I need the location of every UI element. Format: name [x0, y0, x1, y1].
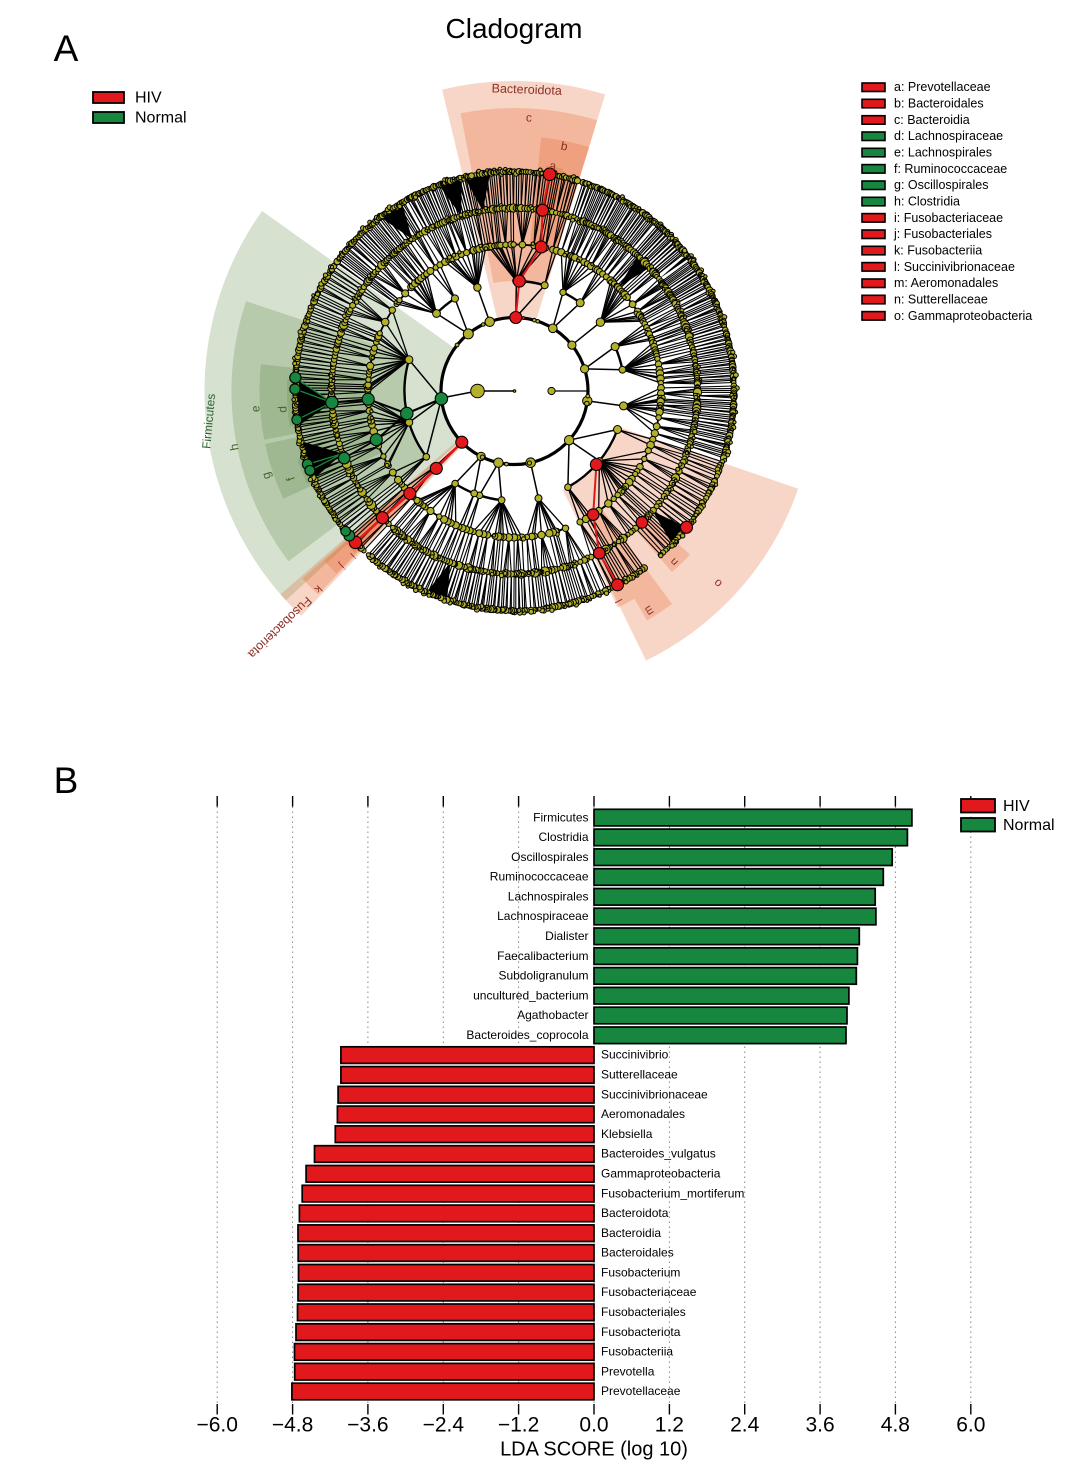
svg-text:j: Fusobacteriales: j: Fusobacteriales: [893, 227, 992, 241]
svg-text:Oscillospirales: Oscillospirales: [511, 850, 588, 864]
svg-text:2.4: 2.4: [730, 1414, 760, 1437]
svg-text:Clostridia: Clostridia: [538, 830, 588, 844]
svg-text:j: j: [337, 560, 348, 571]
svg-text:l: Succinivibrionaceae: l: Succinivibrionaceae: [894, 260, 1015, 274]
svg-text:Aeromonadales: Aeromonadales: [601, 1107, 685, 1121]
svg-text:LDA SCORE (log 10): LDA SCORE (log 10): [500, 1439, 688, 1461]
svg-text:Fusobacterium: Fusobacterium: [601, 1265, 680, 1279]
svg-text:Succinivibrio: Succinivibrio: [601, 1048, 669, 1062]
svg-text:c: Bacteroidia: c: Bacteroidia: [894, 113, 970, 127]
svg-text:−3.6: −3.6: [347, 1414, 388, 1437]
svg-text:a: a: [548, 158, 557, 173]
svg-text:uncultured_bacterium: uncultured_bacterium: [473, 988, 588, 1002]
svg-text:Faecalibacterium: Faecalibacterium: [497, 949, 588, 963]
svg-text:3.6: 3.6: [805, 1414, 834, 1437]
svg-text:f: f: [283, 474, 298, 483]
svg-text:Sutterellaceae: Sutterellaceae: [601, 1068, 678, 1082]
svg-text:Bacteroidales: Bacteroidales: [601, 1246, 674, 1260]
svg-text:B: B: [54, 760, 79, 801]
svg-text:d: d: [275, 406, 289, 413]
svg-text:Fusobacteriaceae: Fusobacteriaceae: [601, 1285, 697, 1299]
svg-text:0.0: 0.0: [579, 1414, 608, 1437]
svg-text:−4.8: −4.8: [272, 1414, 313, 1437]
svg-text:f: Ruminococcaceae: f: Ruminococcaceae: [894, 162, 1007, 176]
svg-text:A: A: [54, 28, 79, 69]
svg-text:4.8: 4.8: [881, 1414, 910, 1437]
svg-text:e: e: [248, 405, 262, 413]
svg-text:Ruminococcaceae: Ruminococcaceae: [490, 870, 589, 884]
svg-text:Cladogram: Cladogram: [446, 13, 583, 44]
svg-text:Fusobacterium_mortiferum: Fusobacterium_mortiferum: [601, 1186, 744, 1200]
svg-text:g: Oscillospirales: g: Oscillospirales: [894, 178, 988, 192]
svg-text:Klebsiella: Klebsiella: [601, 1127, 653, 1141]
svg-text:d: Lachnospiraceae: d: Lachnospiraceae: [894, 129, 1003, 143]
svg-text:e: Lachnospirales: e: Lachnospirales: [894, 146, 992, 160]
svg-text:i: Fusobacteriaceae: i: Fusobacteriaceae: [894, 211, 1003, 225]
svg-text:Agathobacter: Agathobacter: [517, 1008, 588, 1022]
svg-text:Fusobacteriales: Fusobacteriales: [601, 1305, 686, 1319]
svg-text:Fusobacteriia: Fusobacteriia: [601, 1345, 673, 1359]
svg-text:h: Clostridia: h: Clostridia: [894, 195, 960, 209]
svg-text:Fusobacteriota: Fusobacteriota: [601, 1325, 681, 1339]
svg-text:Prevotellaceae: Prevotellaceae: [601, 1384, 681, 1398]
svg-text:Bacteroidia: Bacteroidia: [601, 1226, 661, 1240]
svg-text:Succinivibrionaceae: Succinivibrionaceae: [601, 1087, 708, 1101]
svg-text:Bacteroidota: Bacteroidota: [491, 81, 562, 97]
svg-text:Firmicutes: Firmicutes: [199, 393, 218, 449]
svg-text:h: h: [227, 443, 242, 452]
svg-text:Normal: Normal: [1003, 817, 1055, 834]
svg-text:i: i: [348, 550, 358, 560]
svg-text:Lachnospiraceae: Lachnospiraceae: [497, 909, 589, 923]
svg-text:b: b: [560, 139, 570, 154]
svg-text:k: Fusobacteriia: k: Fusobacteriia: [894, 244, 982, 258]
svg-text:o: Gammaproteobacteria: o: Gammaproteobacteria: [894, 309, 1032, 323]
svg-text:c: c: [526, 110, 533, 124]
svg-text:a: Prevotellaceae: a: Prevotellaceae: [894, 80, 991, 94]
svg-text:1.2: 1.2: [655, 1414, 684, 1437]
svg-text:n: Sutterellaceae: n: Sutterellaceae: [894, 293, 988, 307]
svg-text:Bacteroides_vulgatus: Bacteroides_vulgatus: [601, 1147, 716, 1161]
svg-text:b: Bacteroidales: b: Bacteroidales: [894, 97, 984, 111]
svg-text:HIV: HIV: [1003, 798, 1030, 815]
svg-text:−2.4: −2.4: [423, 1414, 465, 1437]
svg-text:Subdoligranulum: Subdoligranulum: [498, 969, 588, 983]
svg-text:Bacteroides_coprocola: Bacteroides_coprocola: [466, 1028, 588, 1042]
svg-text:Dialister: Dialister: [545, 929, 588, 943]
svg-text:−1.2: −1.2: [498, 1414, 539, 1437]
svg-text:Lachnospirales: Lachnospirales: [508, 889, 589, 903]
svg-text:−6.0: −6.0: [196, 1414, 237, 1437]
svg-text:6.0: 6.0: [956, 1414, 985, 1437]
svg-text:Bacteroidota: Bacteroidota: [601, 1206, 669, 1220]
svg-text:m: Aeromonadales: m: Aeromonadales: [894, 276, 998, 290]
svg-text:Prevotella: Prevotella: [601, 1364, 655, 1378]
svg-text:Firmicutes: Firmicutes: [533, 810, 588, 824]
svg-text:Gammaproteobacteria: Gammaproteobacteria: [601, 1167, 721, 1181]
svg-text:g: g: [259, 470, 274, 481]
svg-text:HIV: HIV: [135, 90, 162, 107]
svg-text:Normal: Normal: [135, 110, 187, 127]
svg-text:l: l: [614, 597, 626, 605]
